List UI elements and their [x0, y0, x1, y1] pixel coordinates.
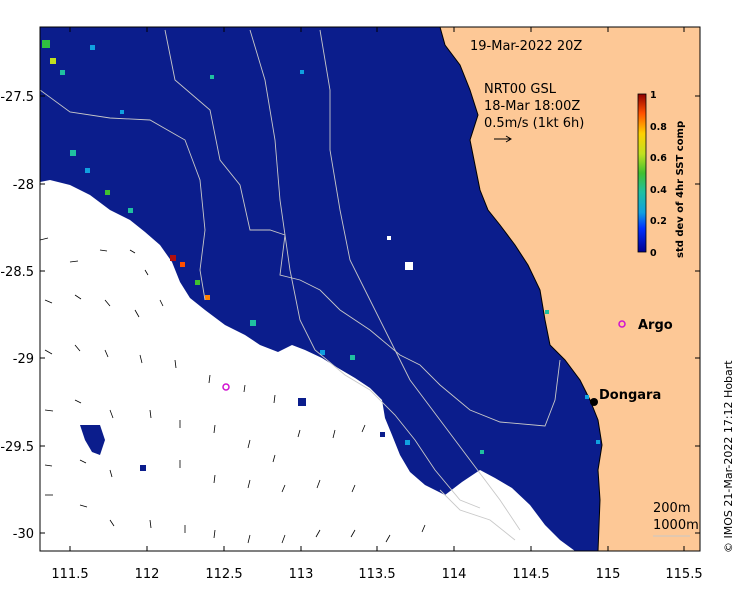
current-vectors — [40, 237, 426, 544]
current-scale-label: 0.5m/s (1kt 6h) — [484, 116, 584, 131]
x-tick-label: 113.5 — [358, 567, 395, 582]
colorbar — [637, 93, 647, 253]
x-tick-label: 112.5 — [205, 567, 242, 582]
coastline — [439, 27, 603, 551]
y-tick-label: -30 — [13, 527, 34, 542]
colorbar-ticks: 1 0.8 0.6 0.4 0.2 0 — [650, 90, 667, 259]
sst-data-field — [40, 27, 602, 551]
y-tick-label: -27.5 — [0, 90, 34, 105]
x-tick-label: 115 — [596, 567, 621, 582]
land-mass — [440, 27, 700, 551]
current-source-label: NRT00 GSL — [484, 82, 557, 97]
axis-tick-marks — [40, 27, 700, 551]
plot-frame — [39, 26, 701, 552]
offshore-data-patch — [298, 398, 306, 406]
x-tick-label: 113 — [289, 567, 314, 582]
bathymetry-contours — [40, 29, 561, 541]
y-tick-label: -29.5 — [0, 440, 34, 455]
y-tick-label: -28.5 — [0, 265, 34, 280]
x-tick-label: 111.5 — [51, 567, 88, 582]
credit-text: © IMOS 21-Mar-2022 17:12 Hobart — [722, 360, 735, 553]
offshore-data-patch — [80, 425, 105, 455]
dongara-marker — [590, 398, 598, 406]
bathymetry-1000m-label: 1000m — [653, 518, 699, 533]
y-axis-labels: -27.5 -28 -28.5 -29 -29.5 -30 — [0, 90, 34, 542]
bathymetry-200m-label: 200m — [653, 501, 690, 516]
argo-label: Argo — [638, 318, 673, 333]
colorbar-tick-label: 0.2 — [650, 216, 667, 227]
current-time-label: 18-Mar 18:00Z — [484, 99, 580, 114]
argo-float-marker-offshore — [222, 383, 230, 391]
colorbar-title: std dev of 4hr SST comp — [675, 121, 686, 258]
offshore-data-patch — [140, 465, 146, 471]
sst-variability-patches — [42, 40, 600, 454]
timestamp-label: 19-Mar-2022 20Z — [470, 39, 582, 54]
offshore-data-patch — [380, 432, 385, 437]
y-tick-label: -29 — [13, 352, 34, 367]
colorbar-tick-label: 0.4 — [650, 185, 667, 196]
x-tick-label: 114.5 — [512, 567, 549, 582]
x-tick-label: 114 — [442, 567, 467, 582]
x-axis-labels: 111.5 112 112.5 113 113.5 114 114.5 115 … — [51, 567, 702, 582]
data-gap — [405, 262, 413, 270]
argo-float-marker — [618, 320, 626, 328]
y-tick-label: -28 — [13, 178, 34, 193]
colorbar-tick-label: 0.8 — [650, 122, 667, 133]
colorbar-tick-label: 0.6 — [650, 153, 667, 164]
data-gap — [387, 236, 391, 240]
x-tick-label: 115.5 — [665, 567, 702, 582]
reference-current-vector — [494, 135, 512, 143]
x-tick-label: 112 — [135, 567, 160, 582]
colorbar-tick-label: 1 — [650, 90, 657, 101]
dongara-label: Dongara — [599, 388, 661, 403]
colorbar-tick-label: 0 — [650, 248, 657, 259]
